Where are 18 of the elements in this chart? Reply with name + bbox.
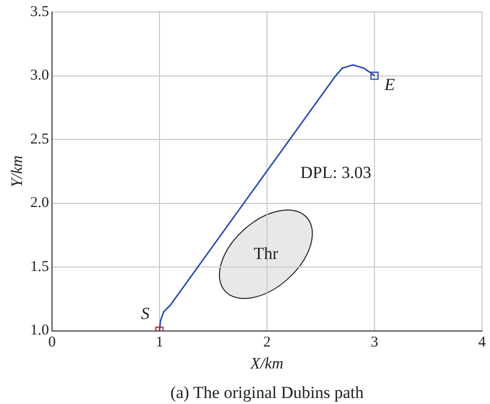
annotation: Thr <box>254 244 279 263</box>
y-tick-label: 2.5 <box>30 131 49 148</box>
x-tick-label: 1 <box>156 334 164 351</box>
text: (a) The original Dubins path <box>170 383 364 402</box>
annotation: S <box>140 304 150 323</box>
x-axis-title: X/km <box>250 356 284 373</box>
annotation: E <box>383 74 396 94</box>
y-tick-label: 3.5 <box>30 4 49 20</box>
x-tick-label: 3 <box>370 334 378 351</box>
x-tick-label: 4 <box>478 334 486 351</box>
y-axis-title: Y/km <box>8 155 26 188</box>
y-tick-label: 1.5 <box>30 258 49 275</box>
annotation: DPL: 3.03 <box>300 162 372 182</box>
y-tick-label: 3.0 <box>30 68 49 84</box>
x-tick-label: 2 <box>263 334 271 351</box>
x-tick-label: 0 <box>48 334 56 351</box>
y-tick-label: 2.0 <box>30 195 49 212</box>
y-tick-label: 1.0 <box>30 322 49 339</box>
